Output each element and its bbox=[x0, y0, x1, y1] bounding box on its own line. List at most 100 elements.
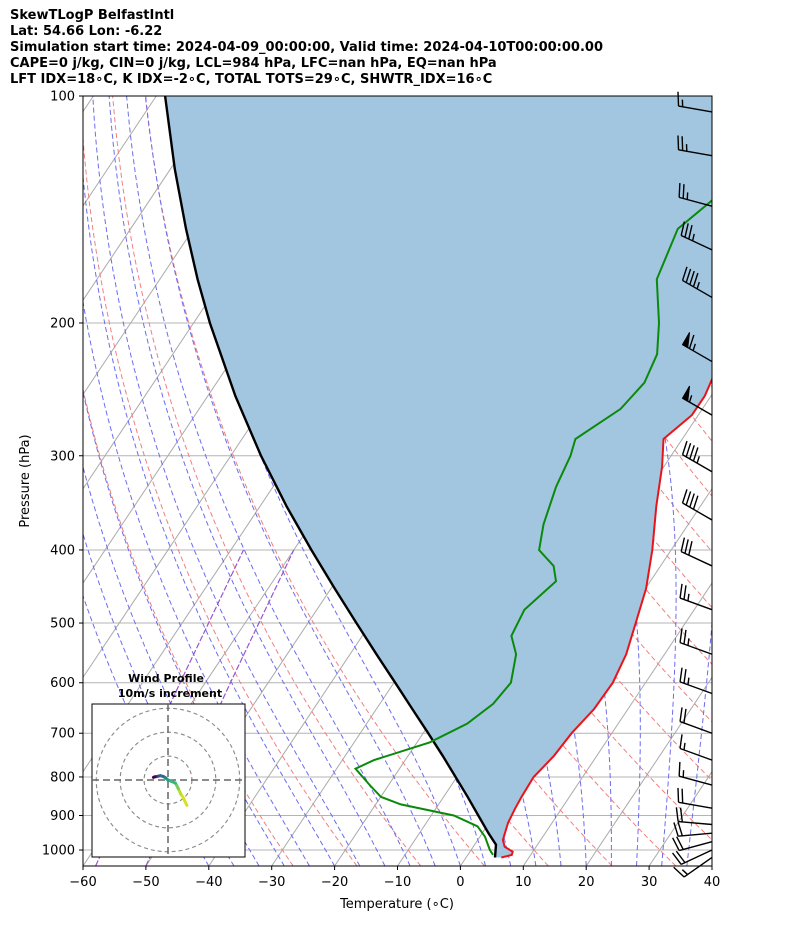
x-tick-label: −30 bbox=[258, 875, 285, 890]
wind-barb bbox=[677, 787, 713, 809]
wind-barbs bbox=[671, 91, 713, 878]
barb-half-feather bbox=[687, 593, 690, 602]
barb-staff bbox=[679, 681, 713, 695]
barb-full-feather bbox=[683, 669, 687, 684]
barb-full-feather bbox=[688, 224, 693, 240]
barb-full-feather bbox=[678, 183, 681, 198]
barb-staff bbox=[679, 597, 713, 611]
y-tick-label: 1000 bbox=[42, 844, 75, 859]
barb-half-feather bbox=[681, 869, 689, 876]
barb-staff bbox=[678, 149, 713, 157]
moist-adiabat-line bbox=[126, 96, 411, 866]
x-tick-label: 10 bbox=[515, 875, 532, 890]
hodograph-title: Wind Profile bbox=[128, 672, 204, 685]
barb-half-feather bbox=[688, 395, 693, 403]
barb-full-feather bbox=[692, 272, 699, 287]
isotherm-line bbox=[83, 96, 94, 113]
barb-full-feather bbox=[685, 268, 692, 283]
barb-staff bbox=[678, 841, 713, 852]
parcel-profile-line bbox=[163, 96, 498, 858]
moist-adiabat-line bbox=[92, 96, 361, 866]
barb-staff bbox=[679, 720, 713, 734]
moist-adiabat-line bbox=[108, 96, 386, 866]
barb-staff bbox=[679, 747, 713, 761]
barb-full-feather bbox=[679, 667, 683, 682]
wind-barb bbox=[681, 489, 713, 521]
barb-full-feather bbox=[692, 495, 699, 510]
barb-staff bbox=[678, 775, 713, 786]
barb-full-feather bbox=[677, 135, 680, 150]
wind-barb bbox=[679, 707, 713, 734]
barb-staff bbox=[682, 502, 713, 521]
barb-staff bbox=[678, 105, 713, 113]
barb-full-feather bbox=[688, 541, 693, 556]
barb-staff bbox=[680, 849, 713, 866]
barb-full-feather bbox=[671, 852, 682, 865]
station-coordinates: Lat: 54.66 Lon: -6.22 bbox=[10, 24, 163, 39]
barb-staff bbox=[682, 454, 713, 473]
barb-flag bbox=[681, 385, 691, 402]
moist-adiabat-line bbox=[145, 96, 436, 866]
wind-barb bbox=[672, 836, 713, 852]
y-tick-label: 100 bbox=[50, 90, 75, 105]
x-axis-label: Temperature (∘C) bbox=[339, 897, 454, 912]
wind-barb bbox=[679, 734, 713, 761]
cin-shaded-area bbox=[165, 96, 712, 858]
wind-barb bbox=[679, 628, 713, 655]
barb-full-feather bbox=[679, 583, 683, 599]
cape-indices: CAPE=0 j/kg, CIN=0 j/kg, LCL=984 hPa, LF… bbox=[10, 56, 497, 71]
wind-barb bbox=[678, 761, 713, 786]
dry-adiabat-line bbox=[731, 96, 794, 866]
wind-barb bbox=[681, 332, 713, 363]
barb-full-feather bbox=[672, 837, 680, 851]
barb-half-feather bbox=[691, 233, 695, 242]
x-tick-label: −50 bbox=[132, 875, 159, 890]
y-tick-label: 300 bbox=[50, 449, 75, 464]
dry-adiabat-line bbox=[698, 96, 712, 119]
wind-barb bbox=[680, 537, 713, 567]
moist-adiabat-line bbox=[737, 96, 794, 866]
barb-full-feather bbox=[677, 787, 680, 803]
barb-full-feather bbox=[680, 537, 686, 552]
x-tick-label: −40 bbox=[195, 875, 222, 890]
profile-layer bbox=[163, 96, 712, 859]
moist-adiabat-line bbox=[711, 862, 712, 866]
barb-full-feather bbox=[689, 493, 695, 508]
barb-half-feather bbox=[687, 638, 690, 646]
y-tick-label: 800 bbox=[50, 770, 75, 785]
temperature-profile-line bbox=[501, 376, 712, 859]
barb-full-feather bbox=[675, 807, 679, 822]
dry-adiabat-line bbox=[83, 133, 358, 866]
barb-full-feather bbox=[689, 270, 695, 285]
wind-barb bbox=[675, 807, 713, 826]
barb-full-feather bbox=[688, 334, 695, 349]
barb-staff bbox=[678, 832, 713, 837]
barb-full-feather bbox=[685, 491, 692, 506]
barb-full-feather bbox=[679, 734, 683, 749]
barb-half-feather bbox=[692, 343, 696, 351]
barb-full-feather bbox=[676, 836, 684, 850]
barb-full-feather bbox=[681, 136, 684, 151]
barb-full-feather bbox=[673, 822, 679, 837]
wind-barb bbox=[681, 266, 713, 299]
isotherm-line bbox=[775, 96, 794, 866]
barb-staff bbox=[678, 801, 713, 809]
isotherm-line bbox=[83, 96, 220, 302]
isotherm-line bbox=[711, 865, 712, 866]
barb-full-feather bbox=[675, 850, 686, 864]
dry-adiabat-line bbox=[83, 387, 294, 866]
barb-full-feather bbox=[683, 629, 687, 645]
barb-staff bbox=[678, 196, 713, 207]
x-tick-label: −60 bbox=[69, 875, 96, 890]
barb-staff bbox=[682, 279, 713, 299]
y-tick-label: 500 bbox=[50, 617, 75, 632]
hodograph-inset: Wind Profile 10m/s increment bbox=[91, 672, 246, 858]
x-tick-label: −20 bbox=[321, 875, 348, 890]
barb-half-feather bbox=[687, 677, 690, 685]
y-axis-label: Pressure (hPa) bbox=[18, 434, 33, 527]
wind-barb bbox=[673, 856, 713, 878]
barb-full-feather bbox=[677, 821, 683, 837]
barb-full-feather bbox=[677, 91, 680, 107]
wind-barb bbox=[679, 583, 713, 611]
barb-full-feather bbox=[680, 221, 686, 236]
